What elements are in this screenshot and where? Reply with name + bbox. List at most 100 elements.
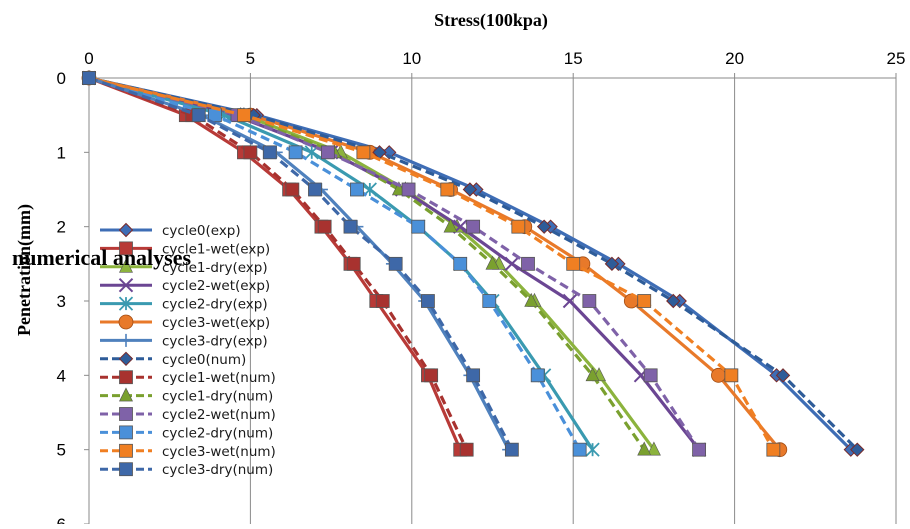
legend-marker: [119, 462, 133, 477]
data-point: [285, 182, 300, 197]
data-point: [237, 108, 251, 123]
data-point: [459, 442, 474, 457]
data-point: [320, 145, 335, 160]
data-point: [191, 108, 206, 123]
y-tick-label: 3: [57, 292, 66, 311]
x-axis-title: Stress(100kpa): [434, 10, 548, 31]
legend-label: cycle0(num): [162, 352, 246, 368]
data-point: [585, 442, 600, 457]
data-point: [637, 294, 652, 308]
legend-marker: [119, 407, 133, 421]
legend-item: cycle3-dry(num): [100, 462, 273, 478]
data-point: [521, 256, 535, 271]
legend-label: cycle2-wet(exp): [162, 278, 270, 294]
legend-label: cycle1-dry(num): [162, 389, 273, 405]
legend-label: cycle2-dry(num): [162, 425, 273, 441]
y-tick-label: 4: [57, 366, 66, 385]
data-point: [504, 442, 519, 457]
x-tick-label: 10: [402, 49, 421, 68]
y-tick-label: 5: [57, 441, 66, 460]
data-point: [356, 145, 371, 160]
data-point: [350, 182, 364, 197]
y-tick-label: 0: [57, 69, 66, 88]
legend-label: cycle3-dry(num): [162, 462, 273, 478]
data-point: [585, 367, 600, 382]
series-cycle3-dry-num-: [82, 71, 519, 457]
data-point: [511, 219, 526, 234]
legend-marker: [119, 333, 133, 347]
legend-item: cycle3-wet(num): [100, 444, 276, 460]
legend-item: cycle1-wet(num): [100, 370, 276, 386]
data-point: [453, 256, 468, 271]
axes-layer: 0 5 10 15 20 25 0 1 2 3 4 5 6: [57, 49, 906, 529]
data-point: [536, 219, 552, 234]
legend-marker: [119, 258, 133, 273]
y-tick-label: 6: [57, 515, 66, 524]
y-tick-label: 2: [57, 218, 66, 237]
data-point: [346, 256, 361, 271]
data-point: [692, 442, 706, 457]
series-line: [88, 76, 514, 451]
legend-marker: [119, 370, 133, 385]
x-tick-label: 25: [887, 49, 906, 68]
data-point: [317, 219, 332, 234]
series-cycle0-num-: [81, 70, 865, 457]
data-point: [582, 294, 597, 308]
data-point: [637, 441, 652, 456]
legend-label: cycle0(exp): [162, 223, 241, 239]
x-tick-label: 0: [84, 49, 93, 68]
series-layer: [81, 69, 865, 458]
series-line: [88, 76, 582, 451]
data-point: [504, 256, 520, 272]
data-point: [466, 219, 481, 234]
legend-item: cycle1-dry(exp): [100, 258, 268, 276]
y-axis-title: Penetration(mm): [14, 204, 35, 336]
data-point: [381, 145, 397, 160]
legend-item: cycle3-wet(exp): [100, 314, 270, 331]
data-point: [262, 145, 277, 160]
legend-marker: [118, 314, 134, 330]
series-cycle3-wet-num-: [82, 71, 781, 457]
legend-marker: [118, 222, 134, 238]
legend-label: cycle3-wet(num): [162, 444, 276, 460]
legend-item: cycle0(num): [100, 351, 246, 368]
data-point: [288, 145, 303, 160]
data-point: [308, 182, 322, 197]
data-point: [775, 368, 791, 383]
overlay-label: numerical analyses: [12, 245, 191, 270]
legend: cycle0(exp) cycle1-wet(exp) cycle1-dry(exp…: [100, 222, 276, 478]
data-point: [243, 145, 258, 160]
x-tick-label: 20: [725, 49, 744, 68]
legend-label: cycle2-wet(num): [162, 407, 276, 423]
data-point: [643, 368, 658, 383]
data-point: [343, 219, 358, 234]
data-point: [401, 182, 416, 197]
data-point: [482, 294, 497, 308]
data-point: [572, 442, 587, 457]
legend-label: cycle3-wet(exp): [162, 315, 270, 331]
legend-item: cycle2-wet(exp): [100, 277, 270, 294]
data-point: [604, 256, 620, 272]
data-point: [375, 294, 390, 308]
legend-label: cycle3-dry(exp): [162, 333, 268, 349]
data-point: [646, 441, 661, 456]
data-point: [424, 368, 439, 383]
legend-marker: [118, 351, 134, 367]
data-point: [411, 219, 426, 234]
legend-marker: [118, 296, 134, 311]
data-point: [530, 368, 545, 383]
data-point: [524, 292, 539, 307]
data-point: [82, 71, 96, 85]
data-point: [421, 294, 435, 308]
legend-item: cycle2-dry(num): [100, 425, 273, 441]
data-point: [388, 256, 403, 271]
legend-item: cycle1-dry(num): [100, 387, 273, 405]
data-point: [724, 368, 739, 383]
legend-marker: [119, 387, 133, 402]
legend-marker: [119, 241, 133, 256]
x-tick-label: 5: [246, 49, 255, 68]
legend-item: cycle2-dry(exp): [100, 296, 268, 313]
legend-marker: [119, 443, 133, 458]
